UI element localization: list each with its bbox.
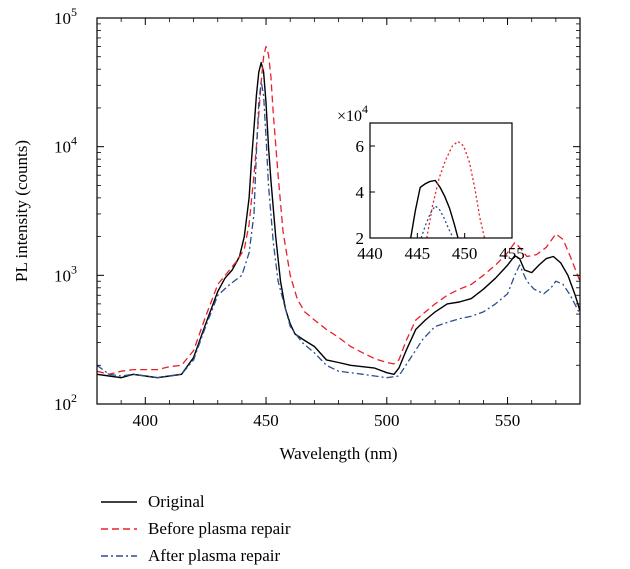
inset-plot: 440 445 450 455 2 4 6 ×104 [337, 102, 525, 263]
pl-spectrum-chart: 400 450 500 550 102 103 104 105 Wavelength (nm) P… [12, 5, 581, 463]
x-tick-label: 450 [253, 411, 279, 430]
legend-item: After plasma repair [100, 542, 420, 569]
legend-swatch [101, 554, 137, 557]
series-line-2 [96, 81, 581, 379]
inset-y-tick-label: 4 [356, 183, 365, 202]
y-tick-label: 104 [54, 134, 77, 157]
y-tick-label: 103 [54, 262, 77, 285]
inset-y-multiplier: ×104 [337, 102, 368, 125]
inset-background [370, 123, 512, 238]
x-axis-label: Wavelength (nm) [279, 444, 397, 463]
inset-y-tick-label: 6 [356, 137, 365, 156]
legend-label: Original [148, 491, 205, 511]
y-tick-label: 102 [54, 391, 77, 414]
x-tick-label: 400 [133, 411, 159, 430]
legend-swatch [101, 500, 137, 503]
inset-x-tick-label: 445 [405, 244, 431, 263]
inset-x-tick-label: 455 [499, 244, 525, 263]
main-plot: 400 450 500 550 102 103 104 105 Wavelength (nm) P… [12, 5, 581, 463]
inset-frame [369, 122, 513, 239]
inset-series-line-0 [410, 179, 459, 239]
legend-swatch [101, 527, 137, 530]
legend-label: After plasma repair [148, 545, 281, 565]
inset-x-tick-label: 440 [357, 244, 383, 263]
inset-y-tick-label: 2 [356, 229, 365, 248]
x-tick-label: 550 [495, 411, 521, 430]
series-line-0 [96, 61, 581, 379]
series-line-1 [96, 45, 581, 375]
x-tick-label: 500 [374, 411, 400, 430]
legend: Original Before plasma repair After plasma… [100, 488, 420, 569]
legend-label: Before plasma repair [148, 518, 291, 538]
legend-item: Before plasma repair [100, 515, 420, 542]
y-axis-label: PL intensity (counts) [12, 140, 31, 282]
y-tick-label: 105 [54, 5, 77, 28]
legend-item: Original [100, 488, 420, 515]
inset-x-tick-label: 450 [452, 244, 478, 263]
